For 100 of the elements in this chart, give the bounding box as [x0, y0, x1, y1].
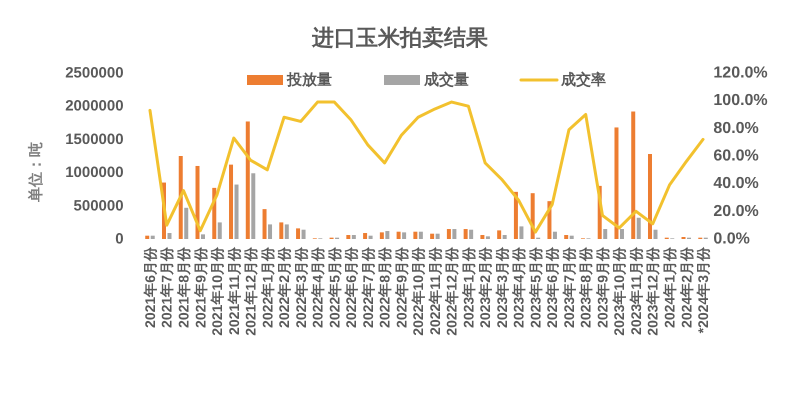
x-tick-label: 2021年7月份: [158, 246, 175, 328]
legend-label: 投放量: [286, 72, 332, 88]
bar: [246, 121, 250, 239]
x-tick-label: 2022年5月份: [326, 246, 342, 328]
y2-tick-label: 120.0%: [713, 64, 768, 82]
x-tick-label: *2024年3月份: [695, 246, 712, 334]
y-tick-label: 2500000: [65, 64, 124, 82]
bar: [552, 232, 557, 239]
x-tick-label: 2023年5月份: [527, 246, 544, 328]
x-tick-label: 2022年8月份: [376, 246, 393, 328]
x-tick-label: 2023年12月份: [644, 246, 661, 336]
x-tick-label: 2022年12月份: [444, 246, 460, 336]
bar: [251, 173, 256, 239]
bar: [636, 218, 641, 239]
bar: [396, 232, 401, 239]
bar: [436, 234, 440, 239]
x-tick-label: 2021年8月份: [175, 246, 192, 328]
bar: [464, 229, 468, 239]
bar: [262, 209, 267, 239]
x-tick-label: 2021年12月份: [242, 246, 259, 336]
bar: [363, 233, 368, 239]
bar: [620, 229, 624, 239]
bar: [446, 229, 451, 239]
bar: [570, 236, 574, 239]
x-tick-label: 2022年1月份: [259, 246, 276, 328]
bar: [514, 192, 518, 239]
x-tick-label: 2023年4月份: [510, 246, 527, 328]
x-tick-label: 2023年10月份: [611, 246, 628, 336]
bar: [229, 164, 234, 239]
y-tick-label: 1000000: [65, 164, 124, 182]
bar: [150, 236, 155, 239]
bar: [302, 230, 306, 239]
bar: [184, 208, 188, 239]
bar: [201, 234, 206, 239]
bar: [368, 236, 373, 239]
y2-tick-label: 40.0%: [713, 175, 759, 192]
y2-tick-label: 80.0%: [713, 120, 759, 137]
x-tick-label: 2022年6月份: [343, 246, 360, 328]
x-tick-label: 2024年2月份: [678, 246, 694, 328]
bar: [480, 235, 484, 239]
line-series: [148, 100, 705, 234]
x-tick-label: 2023年1月份: [460, 246, 476, 328]
legend-label: 成交量: [423, 70, 469, 88]
x-tick-label: 2023年8月份: [578, 246, 594, 328]
x-tick-label: 2022年9月份: [393, 246, 410, 328]
bar: [497, 230, 502, 239]
x-tick-label: 2022年7月份: [360, 246, 376, 328]
bar: [418, 232, 423, 239]
bar: [486, 236, 490, 239]
bar: [519, 226, 524, 239]
bar: [380, 232, 384, 239]
x-tick-label: 2021年10月份: [209, 246, 226, 336]
bar: [564, 235, 568, 239]
y2-tick-label: 20.0%: [713, 202, 759, 220]
y-tick-label: 2000000: [65, 98, 124, 115]
bar: [284, 224, 289, 239]
bar: [402, 232, 406, 239]
y-tick-label: 500000: [74, 197, 124, 214]
bar: [430, 234, 434, 239]
bar: [352, 235, 356, 239]
bar: [413, 232, 418, 239]
x-tick-label: 2023年3月份: [494, 246, 510, 328]
x-tick-label: 2022年3月份: [292, 246, 309, 328]
bar: [218, 222, 222, 239]
bar: [178, 156, 183, 239]
y-tick-label: 0: [115, 230, 124, 248]
bar: [268, 224, 272, 239]
x-tick-label: 2022年10月份: [410, 246, 426, 336]
legend-label: 成交率: [560, 70, 606, 88]
y2-tick-label: 0.0%: [713, 230, 750, 248]
bar: [346, 235, 350, 239]
y2-tick-label: 60.0%: [713, 148, 759, 164]
x-tick-label: 2023年11月份: [628, 246, 644, 335]
x-tick-label: 2024年1月份: [662, 246, 678, 328]
y2-tick-label: 100.0%: [713, 92, 768, 110]
bar: [234, 184, 239, 239]
x-tick-label: 2023年2月份: [477, 246, 494, 328]
bar: [145, 236, 150, 239]
bar: [296, 228, 300, 239]
bar: [469, 230, 474, 239]
x-tick-label: 2023年7月份: [560, 246, 577, 328]
bar: [167, 233, 172, 239]
x-tick-label: 2023年6月份: [544, 246, 560, 328]
bar: [653, 230, 658, 239]
bar: [452, 229, 456, 239]
x-tick-label: 2021年6月份: [142, 246, 158, 328]
x-tick-label: 2022年4月份: [310, 246, 326, 328]
x-tick-label: 2022年2月份: [276, 246, 292, 328]
bar: [385, 231, 390, 239]
x-tick-label: 2022年11月份: [426, 246, 443, 335]
bar: [502, 235, 507, 239]
bar: [603, 229, 608, 239]
x-tick-label: 2021年9月份: [192, 246, 208, 328]
x-tick-label: 2023年9月份: [594, 246, 610, 328]
bar: [279, 222, 284, 239]
bar: [631, 112, 636, 239]
bar: [614, 127, 618, 239]
x-tick-label: 2021年11月份: [226, 246, 242, 335]
bar: [648, 154, 652, 239]
title: 进口玉米拍卖结果: [312, 25, 488, 50]
